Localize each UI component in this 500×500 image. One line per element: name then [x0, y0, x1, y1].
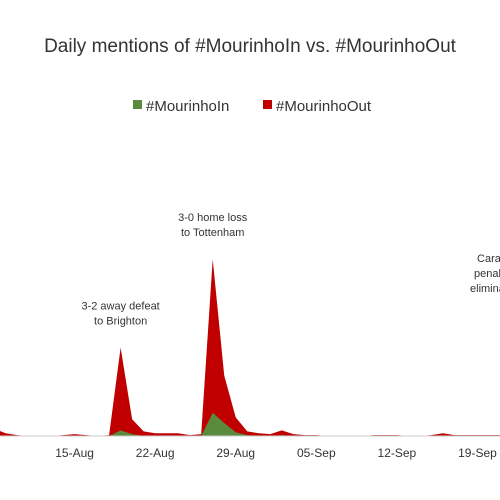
x-tick-label: 29-Aug: [216, 446, 255, 460]
legend-label-mourinhoout: #MourinhoOut: [276, 98, 372, 115]
annotation-line: to Tottenham: [181, 227, 244, 239]
annotation-line: Cara: [477, 253, 500, 265]
area-mourinhoout: [0, 259, 500, 436]
annotation-line: 3-0 home loss: [178, 212, 248, 224]
x-tick-label: 22-Aug: [136, 446, 175, 460]
annotations: 3-2 away defeat to Brighton 3-0 home loss t…: [81, 212, 500, 327]
legend-label-mourinhoin: #MourinhoIn: [146, 98, 229, 115]
legend-swatch-mourinhoout: [263, 100, 272, 109]
annotation: 3-2 away defeat to Brighton: [81, 300, 159, 327]
x-tick-label: 15-Aug: [55, 446, 94, 460]
plot-areas: [0, 259, 500, 436]
x-tick-label: 12-Sep: [378, 446, 417, 460]
annotation: 3-0 home loss to Tottenham: [178, 212, 248, 239]
legend: #MourinhoIn #MourinhoOut: [133, 98, 372, 115]
legend-swatch-mourinhoin: [133, 100, 142, 109]
annotation-line: to Brighton: [94, 315, 147, 327]
chart-title: Daily mentions of #MourinhoIn vs. #Mouri…: [44, 36, 457, 57]
x-tick-label: 05-Sep: [297, 446, 336, 460]
annotation-line: eliminat: [470, 283, 500, 295]
annotation-line: penalt: [474, 268, 500, 280]
annotation-line: 3-2 away defeat: [81, 300, 159, 312]
x-tick-label: 19-Sep: [458, 446, 497, 460]
annotation: Cara penalt eliminat: [470, 253, 500, 295]
